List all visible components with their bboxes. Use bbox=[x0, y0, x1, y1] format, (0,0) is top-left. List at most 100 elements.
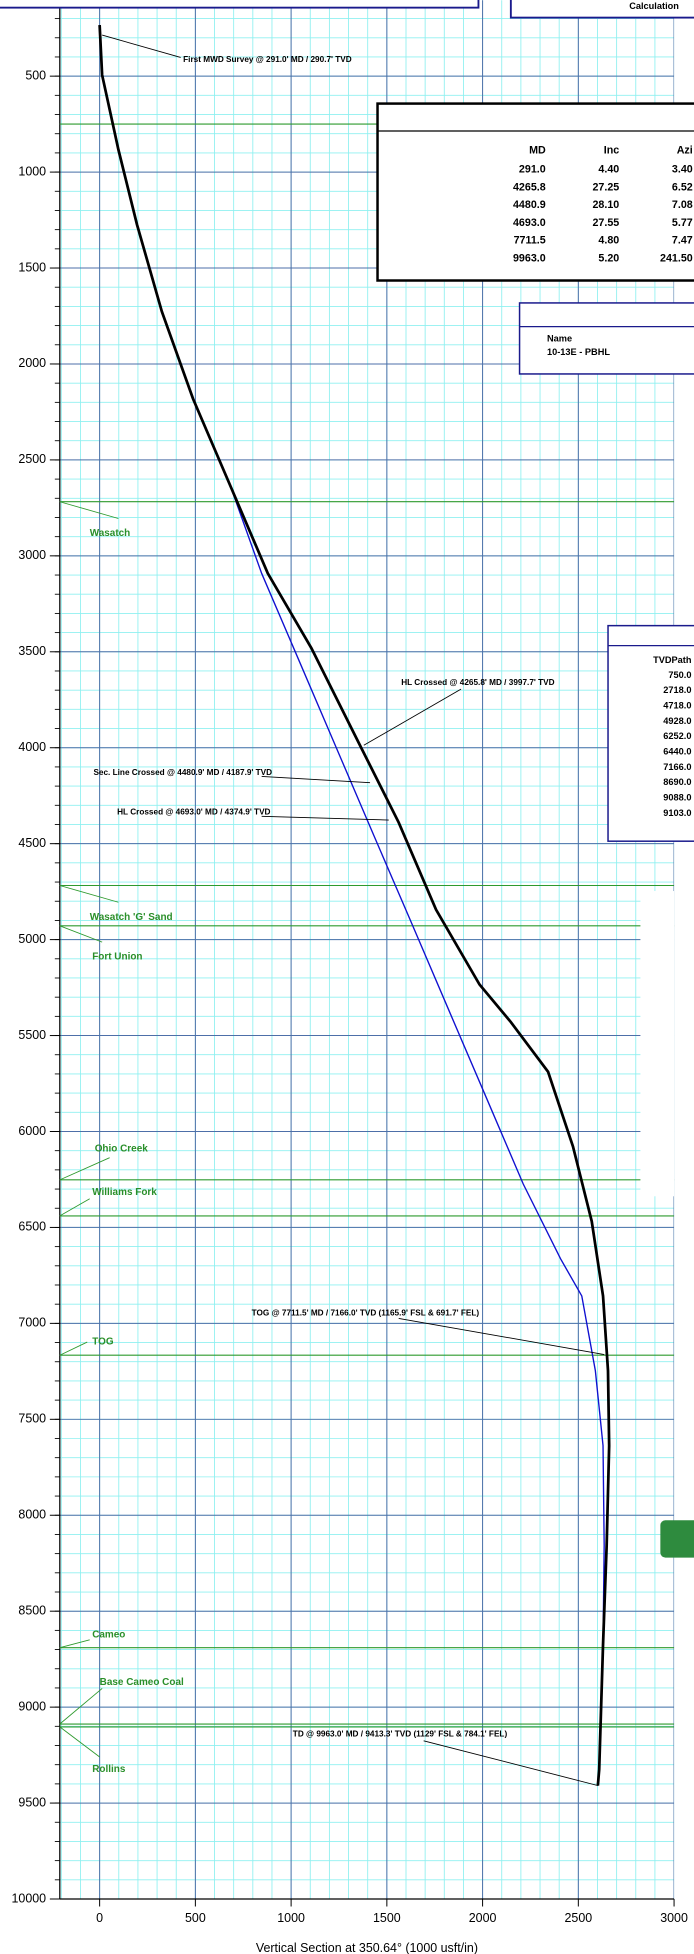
formation-label: Rollins bbox=[92, 1764, 126, 1775]
x-axis-label: Vertical Section at 350.64° (1000 usft/i… bbox=[256, 1941, 478, 1954]
y-tick-label: 3500 bbox=[18, 644, 46, 658]
formation-label: Williams Fork bbox=[92, 1187, 157, 1198]
survey-header: Inc bbox=[604, 145, 620, 157]
y-tick-label: 1000 bbox=[18, 164, 46, 178]
target-header: Name bbox=[547, 334, 572, 344]
survey-cell: 4693.0 bbox=[513, 217, 546, 229]
formation-label: Ohio Creek bbox=[95, 1144, 149, 1155]
annotation: TOG @ 7711.5' MD / 7166.0' TVD (1165.9' … bbox=[252, 1309, 480, 1318]
survey-box bbox=[376, 102, 694, 282]
formation-tvd: 6252.0 bbox=[663, 731, 691, 741]
survey-cell: 291.0 bbox=[519, 163, 546, 175]
formation-label: Fort Union bbox=[92, 952, 142, 963]
calc-title: Calculation bbox=[629, 1, 679, 11]
x-tick-label: 1500 bbox=[373, 1911, 401, 1925]
survey-cell: 5.77 bbox=[672, 217, 693, 229]
annotation-leader bbox=[398, 1317, 605, 1355]
survey-cell: 241.50 bbox=[660, 253, 693, 265]
x-tick-label: 1000 bbox=[277, 1911, 305, 1925]
legend-panel bbox=[640, 891, 675, 1197]
survey-cell: 7.08 bbox=[672, 199, 693, 211]
formation-tvd: 9088.0 bbox=[663, 793, 691, 803]
formation-tvd: 750.0 bbox=[668, 670, 691, 680]
y-tick-label: 1500 bbox=[18, 260, 46, 274]
calc-box bbox=[509, 0, 694, 19]
formation-label: Wasatch 'G' Sand bbox=[90, 912, 173, 923]
formation-tvd: 6440.0 bbox=[663, 747, 691, 757]
formation-leader bbox=[59, 885, 119, 903]
formation-leader bbox=[59, 1639, 90, 1649]
survey-cell: 5.20 bbox=[598, 253, 619, 265]
survey-cell: 3.40 bbox=[672, 163, 693, 175]
formation-tvd: 9103.0 bbox=[663, 808, 691, 818]
survey-cell: 28.10 bbox=[592, 199, 619, 211]
formation-tvd: 2718.0 bbox=[663, 685, 691, 695]
annotation: TD @ 9963.0' MD / 9413.3' TVD (1129' FSL… bbox=[293, 1730, 508, 1739]
formation-label: TOG bbox=[92, 1337, 114, 1348]
survey-cell: 6.52 bbox=[672, 181, 693, 193]
survey-cell: 4480.9 bbox=[513, 199, 546, 211]
annotation: First MWD Survey @ 291.0' MD / 290.7' TV… bbox=[183, 55, 352, 64]
formation-tvd: 7166.0 bbox=[663, 762, 691, 772]
formation-leader bbox=[59, 1157, 110, 1181]
formation-tvd: 4928.0 bbox=[663, 716, 691, 726]
green-button bbox=[660, 1520, 694, 1558]
formation-leader bbox=[59, 1726, 100, 1758]
survey-header: MD bbox=[529, 145, 546, 157]
y-tick-label: 9500 bbox=[18, 1795, 46, 1809]
x-tick-label: 3000 bbox=[660, 1911, 688, 1925]
plot-bg bbox=[59, 0, 675, 1900]
y-tick-label: 8000 bbox=[18, 1508, 46, 1522]
survey-cell: 9963.0 bbox=[513, 253, 546, 265]
y-tick-label: 5000 bbox=[18, 932, 46, 946]
y-tick-label: 7000 bbox=[18, 1316, 46, 1330]
formation-label: Wasatch bbox=[90, 528, 131, 539]
survey-cell: 7.47 bbox=[672, 235, 693, 247]
x-tick-label: 0 bbox=[96, 1911, 103, 1925]
annotation-leader bbox=[363, 688, 462, 746]
formation-tvd: 8690.0 bbox=[663, 777, 691, 787]
formation-tvd: 4718.0 bbox=[663, 701, 691, 711]
formation-label: Cameo bbox=[92, 1629, 125, 1640]
annotation: HL Crossed @ 4693.0' MD / 4374.9' TVD bbox=[117, 808, 270, 817]
formation-leader bbox=[59, 1198, 90, 1217]
y-tick-label: 4500 bbox=[18, 836, 46, 850]
y-tick-label: 9000 bbox=[18, 1699, 46, 1713]
annotation: Sec. Line Crossed @ 4480.9' MD / 4187.9'… bbox=[93, 768, 272, 777]
survey-cell: 4.80 bbox=[598, 235, 619, 247]
x-tick-label: 500 bbox=[185, 1911, 206, 1925]
y-tick-label: 6500 bbox=[18, 1220, 46, 1234]
annotation: HL Crossed @ 4265.8' MD / 3997.7' TVD bbox=[401, 678, 554, 687]
formation-box bbox=[607, 624, 694, 842]
survey-cell: 27.25 bbox=[592, 181, 619, 193]
target-value: 10-13E - PBHL bbox=[547, 347, 610, 357]
y-tick-label: 4000 bbox=[18, 740, 46, 754]
survey-header: Azi bbox=[677, 145, 693, 157]
y-tick-label: 2500 bbox=[18, 452, 46, 466]
y-tick-label: 5500 bbox=[18, 1028, 46, 1042]
y-tick-label: 500 bbox=[25, 68, 46, 82]
y-tick-label: 6000 bbox=[18, 1124, 46, 1138]
y-tick-label: 10000 bbox=[12, 1891, 47, 1905]
x-tick-label: 2500 bbox=[564, 1911, 592, 1925]
y-tick-label: 7500 bbox=[18, 1412, 46, 1426]
formation-label: Base Cameo Coal bbox=[100, 1677, 184, 1688]
formation-leader bbox=[59, 1688, 103, 1725]
formation-leader bbox=[59, 501, 119, 519]
formation-leader bbox=[59, 1341, 88, 1356]
survey-cell: 27.55 bbox=[592, 217, 619, 229]
y-tick-label: 3000 bbox=[18, 548, 46, 562]
info-box bbox=[0, 0, 480, 9]
y-tick-label: 2000 bbox=[18, 356, 46, 370]
annotation-leader bbox=[261, 775, 371, 784]
survey-cell: 7711.5 bbox=[514, 235, 546, 247]
y-tick-label: 8500 bbox=[18, 1603, 46, 1617]
annotation-leader bbox=[261, 815, 389, 821]
annotation-leader bbox=[102, 34, 181, 58]
survey-cell: 4265.8 bbox=[513, 181, 546, 193]
annotation-leader bbox=[423, 1740, 599, 1787]
well-path bbox=[98, 25, 611, 1786]
formation-leader bbox=[59, 925, 103, 943]
target-box bbox=[518, 302, 694, 375]
